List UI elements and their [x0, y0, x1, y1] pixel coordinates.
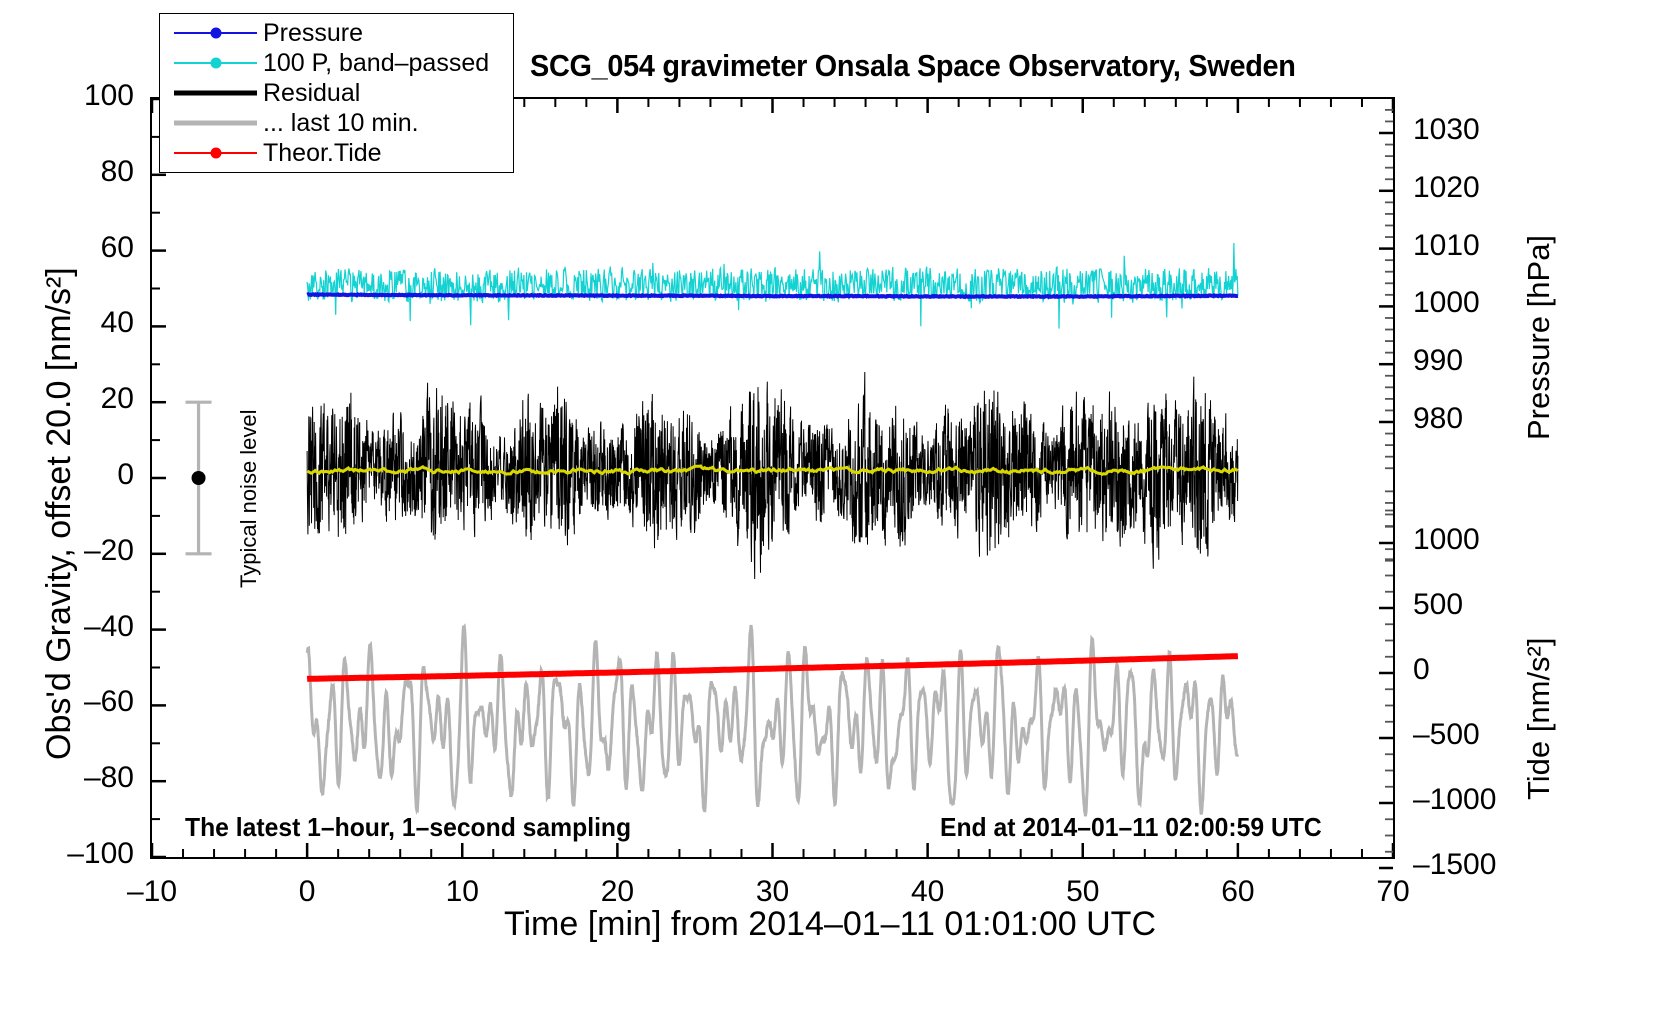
legend-item[interactable]: ... last 10 min. — [160, 108, 513, 138]
y-tick-label-right-pressure: 980 — [1413, 402, 1464, 435]
legend-item[interactable]: 100 P, band–passed — [160, 48, 513, 78]
y-tick-label-left: –100 — [67, 837, 134, 870]
caption-end-time: End at 2014–01–11 02:00:59 UTC — [940, 812, 1322, 842]
legend-swatch-1 — [168, 48, 263, 78]
legend-item[interactable]: Theor.Tide — [160, 138, 513, 168]
legend-item-label: Theor.Tide — [263, 139, 382, 167]
x-tick-label: –10 — [126, 875, 178, 908]
y-tick-label-left: 0 — [117, 458, 134, 491]
legend-item-label: Residual — [263, 79, 361, 107]
y-tick-label-left: 60 — [100, 230, 134, 264]
legend-line-icon — [174, 90, 257, 96]
y-tick-label-right-tide: 1000 — [1413, 523, 1480, 556]
legend-item-label: 100 P, band–passed — [263, 49, 490, 77]
x-tick-label: 10 — [445, 875, 479, 908]
y-tick-label-right-pressure: 990 — [1413, 344, 1464, 378]
y-tick-label-right-pressure: 1010 — [1413, 228, 1480, 262]
y-tick-label-right-tide: –500 — [1413, 718, 1480, 751]
y-axis-left-title: Obs'd Gravity, offset 20.0 [nm/s²] — [40, 267, 78, 760]
plot-frame — [150, 97, 1395, 859]
y-tick-label-right-tide: –1500 — [1413, 848, 1497, 881]
y-tick-label-right-pressure: 1020 — [1413, 170, 1480, 204]
x-tick-label: 60 — [1221, 875, 1255, 908]
legend[interactable]: Pressure 100 P, band–passed Residual... la… — [159, 13, 514, 173]
legend-swatch-0 — [168, 18, 263, 48]
y-tick-label-right-tide: 500 — [1413, 588, 1464, 621]
y-tick-label-left: –20 — [83, 533, 134, 567]
legend-swatch-3 — [168, 108, 263, 138]
legend-item-label: Pressure — [263, 19, 364, 47]
y-tick-label-left: 80 — [100, 154, 134, 188]
legend-swatch-4 — [168, 138, 263, 168]
x-tick-label: 30 — [755, 875, 790, 908]
y-tick-label-right-pressure: 1030 — [1413, 113, 1480, 146]
y-axis-right-bottom-title: Tide [nm/s²] — [1521, 637, 1556, 801]
legend-swatch-2 — [168, 78, 263, 108]
x-tick-label: 20 — [600, 875, 635, 908]
x-axis-title: Time [min] from 2014–01–11 01:01:00 UTC — [504, 905, 1156, 943]
typical-noise-level-label: Typical noise level — [236, 409, 261, 588]
y-tick-label-left: 100 — [83, 79, 134, 112]
y-tick-label-right-tide: –1000 — [1413, 783, 1497, 816]
legend-item[interactable]: Pressure — [160, 18, 513, 48]
caption-sampling: The latest 1–hour, 1–second sampling — [185, 812, 632, 842]
y-tick-label-right-pressure: 1000 — [1413, 286, 1480, 320]
y-axis-right-top-title: Pressure [hPa] — [1521, 234, 1556, 440]
y-tick-label-left: 40 — [100, 306, 134, 340]
legend-dot-icon — [210, 27, 221, 39]
y-tick-label-left: –80 — [83, 761, 134, 795]
x-tick-label: 0 — [298, 875, 316, 908]
y-tick-label-left: –40 — [83, 609, 134, 643]
x-tick-label: 40 — [910, 875, 945, 908]
y-tick-label-left: 20 — [100, 382, 134, 416]
legend-dot-icon — [210, 147, 221, 159]
chart-title: SCG_054 gravimeter Onsala Space Observat… — [530, 48, 1296, 83]
x-tick-label: 50 — [1066, 875, 1100, 908]
y-tick-label-left: –60 — [83, 685, 134, 719]
legend-item[interactable]: Residual — [160, 78, 513, 108]
legend-line-icon — [174, 120, 257, 126]
legend-dot-icon — [210, 57, 221, 69]
legend-item-label: ... last 10 min. — [263, 109, 419, 137]
y-tick-label-right-tide: 0 — [1413, 653, 1430, 686]
x-tick-label: 70 — [1376, 875, 1410, 908]
